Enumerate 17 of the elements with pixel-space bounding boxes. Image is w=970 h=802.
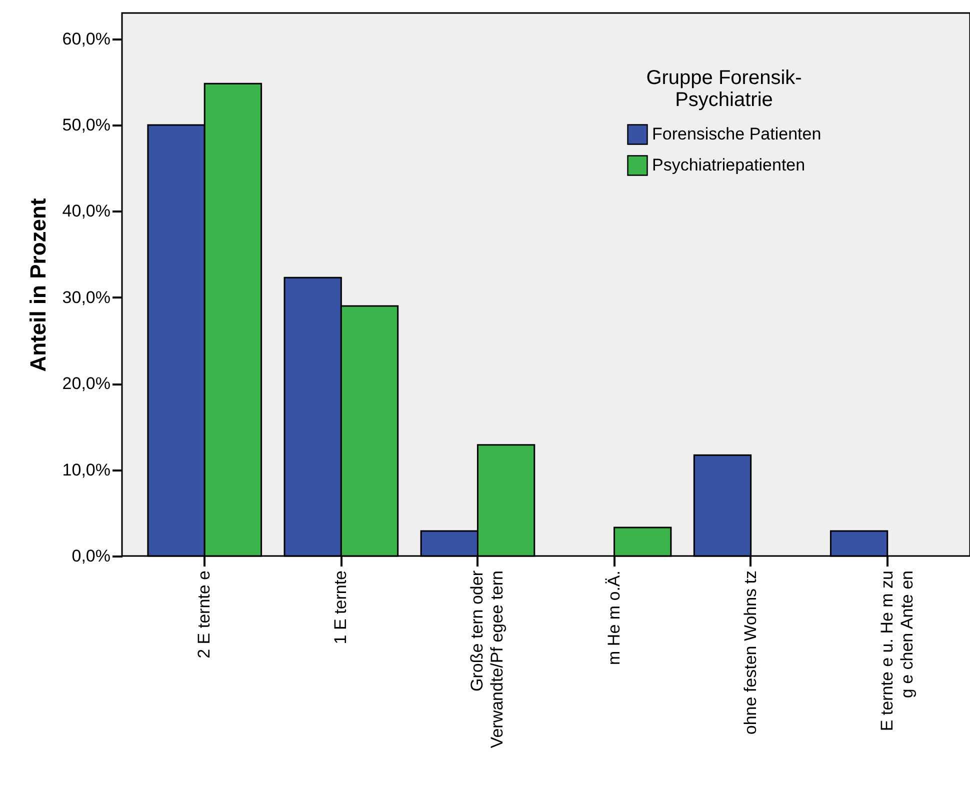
legend-label: Forensische Patienten — [652, 124, 822, 144]
x-tick-label: 1 E ternte — [331, 570, 350, 644]
y-tick-label: 50,0% — [62, 116, 110, 135]
y-tick-label: 10,0% — [62, 460, 110, 480]
y-tick-label: 40,0% — [62, 202, 110, 221]
y-tick-label: 60,0% — [62, 29, 110, 48]
x-tick-label: ohne festen Wohns tz — [740, 570, 760, 735]
legend-label: Psychiatriepatienten — [652, 156, 806, 174]
y-axis-title: Anteil in Prozent — [25, 198, 50, 372]
x-tick-label: 2 E ternte e — [194, 570, 214, 658]
legend-title: Gruppe Forensik- Psychiatrie — [646, 67, 802, 111]
y-tick-label: 0,0% — [72, 546, 110, 566]
x-tick-label: Große tern oder Verwandte/Pf egee tern — [468, 570, 507, 748]
y-tick-label: 30,0% — [62, 288, 110, 307]
y-tick-label: 20,0% — [62, 374, 110, 394]
x-tick-label: E ternte e u. He m zu g e chen Ante en — [877, 570, 916, 732]
x-tick-label: m He m o.Ä. — [604, 570, 624, 665]
